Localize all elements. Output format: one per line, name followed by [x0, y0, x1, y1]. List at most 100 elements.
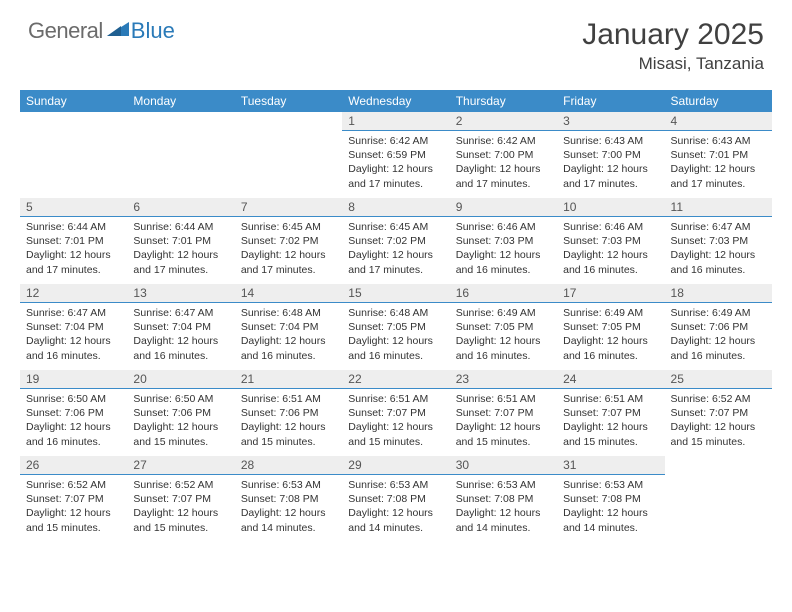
sunrise-value: 6:49 AM	[712, 307, 751, 319]
daylight-label: Daylight:	[241, 249, 282, 261]
sunset-label: Sunset:	[133, 493, 169, 505]
sunrise-label: Sunrise:	[563, 135, 602, 147]
sunset-line: Sunset: 7:00 PM	[456, 148, 551, 162]
logo-triangle-icon	[107, 20, 129, 41]
sunset-line: Sunset: 7:04 PM	[26, 320, 121, 334]
sunrise-label: Sunrise:	[348, 307, 387, 319]
sunset-line: Sunset: 7:03 PM	[456, 234, 551, 248]
calendar-cell	[20, 112, 127, 198]
calendar-cell: 15Sunrise: 6:48 AMSunset: 7:05 PMDayligh…	[342, 284, 449, 370]
sunrise-line: Sunrise: 6:44 AM	[133, 220, 228, 234]
sunrise-line: Sunrise: 6:50 AM	[133, 392, 228, 406]
sunrise-value: 6:53 AM	[390, 479, 429, 491]
sunrise-line: Sunrise: 6:47 AM	[26, 306, 121, 320]
sunset-value: 7:04 PM	[279, 321, 318, 333]
daylight-label: Daylight:	[26, 335, 67, 347]
sunrise-label: Sunrise:	[26, 479, 65, 491]
sunrise-value: 6:50 AM	[175, 393, 214, 405]
sunset-line: Sunset: 7:06 PM	[133, 406, 228, 420]
sunset-label: Sunset:	[563, 493, 599, 505]
sunrise-label: Sunrise:	[456, 221, 495, 233]
day-body: Sunrise: 6:47 AMSunset: 7:04 PMDaylight:…	[127, 303, 234, 367]
day-body: Sunrise: 6:53 AMSunset: 7:08 PMDaylight:…	[450, 475, 557, 539]
sunrise-value: 6:44 AM	[175, 221, 214, 233]
day-body: Sunrise: 6:49 AMSunset: 7:05 PMDaylight:…	[450, 303, 557, 367]
sunset-label: Sunset:	[563, 149, 599, 161]
day-number: 24	[557, 370, 664, 389]
calendar-head: SundayMondayTuesdayWednesdayThursdayFrid…	[20, 90, 772, 112]
calendar-cell: 3Sunrise: 6:43 AMSunset: 7:00 PMDaylight…	[557, 112, 664, 198]
sunrise-line: Sunrise: 6:52 AM	[26, 478, 121, 492]
daylight-label: Daylight:	[563, 421, 604, 433]
calendar-cell: 5Sunrise: 6:44 AMSunset: 7:01 PMDaylight…	[20, 198, 127, 284]
day-number: 18	[665, 284, 772, 303]
sunrise-value: 6:43 AM	[605, 135, 644, 147]
sunrise-value: 6:46 AM	[605, 221, 644, 233]
day-number: 4	[665, 112, 772, 131]
sunset-line: Sunset: 7:02 PM	[348, 234, 443, 248]
day-number: 31	[557, 456, 664, 475]
sunset-value: 7:08 PM	[602, 493, 641, 505]
sunrise-label: Sunrise:	[456, 479, 495, 491]
sunset-label: Sunset:	[456, 493, 492, 505]
sunset-label: Sunset:	[671, 407, 707, 419]
daylight-label: Daylight:	[456, 421, 497, 433]
sunset-value: 7:00 PM	[494, 149, 533, 161]
sunset-label: Sunset:	[456, 235, 492, 247]
day-number: 28	[235, 456, 342, 475]
sunrise-label: Sunrise:	[348, 479, 387, 491]
daylight-line: Daylight: 12 hours and 16 minutes.	[671, 334, 766, 362]
sunset-line: Sunset: 7:01 PM	[26, 234, 121, 248]
sunrise-value: 6:50 AM	[67, 393, 106, 405]
daylight-line: Daylight: 12 hours and 14 minutes.	[456, 506, 551, 534]
calendar-cell: 31Sunrise: 6:53 AMSunset: 7:08 PMDayligh…	[557, 456, 664, 542]
day-body: Sunrise: 6:51 AMSunset: 7:07 PMDaylight:…	[557, 389, 664, 453]
day-number: 19	[20, 370, 127, 389]
sunrise-label: Sunrise:	[563, 479, 602, 491]
sunset-label: Sunset:	[563, 407, 599, 419]
calendar-cell: 20Sunrise: 6:50 AMSunset: 7:06 PMDayligh…	[127, 370, 234, 456]
daylight-label: Daylight:	[133, 335, 174, 347]
day-body: Sunrise: 6:43 AMSunset: 7:01 PMDaylight:…	[665, 131, 772, 195]
sunrise-line: Sunrise: 6:48 AM	[241, 306, 336, 320]
sunset-label: Sunset:	[456, 407, 492, 419]
sunrise-value: 6:45 AM	[282, 221, 321, 233]
sunset-value: 7:07 PM	[387, 407, 426, 419]
day-header: Saturday	[665, 90, 772, 112]
daylight-label: Daylight:	[241, 507, 282, 519]
daylight-line: Daylight: 12 hours and 17 minutes.	[133, 248, 228, 276]
sunrise-value: 6:53 AM	[605, 479, 644, 491]
calendar-cell: 9Sunrise: 6:46 AMSunset: 7:03 PMDaylight…	[450, 198, 557, 284]
day-body: Sunrise: 6:45 AMSunset: 7:02 PMDaylight:…	[235, 217, 342, 281]
sunrise-label: Sunrise:	[133, 393, 172, 405]
sunrise-label: Sunrise:	[241, 221, 280, 233]
daylight-line: Daylight: 12 hours and 16 minutes.	[26, 420, 121, 448]
day-body: Sunrise: 6:50 AMSunset: 7:06 PMDaylight:…	[20, 389, 127, 453]
sunrise-line: Sunrise: 6:49 AM	[563, 306, 658, 320]
sunset-label: Sunset:	[348, 321, 384, 333]
day-body: Sunrise: 6:48 AMSunset: 7:04 PMDaylight:…	[235, 303, 342, 367]
sunset-value: 7:00 PM	[602, 149, 641, 161]
sunrise-line: Sunrise: 6:47 AM	[671, 220, 766, 234]
calendar-table: SundayMondayTuesdayWednesdayThursdayFrid…	[20, 90, 772, 542]
sunset-line: Sunset: 7:07 PM	[563, 406, 658, 420]
daylight-line: Daylight: 12 hours and 17 minutes.	[348, 162, 443, 190]
daylight-label: Daylight:	[563, 249, 604, 261]
calendar-row: 19Sunrise: 6:50 AMSunset: 7:06 PMDayligh…	[20, 370, 772, 456]
daylight-label: Daylight:	[671, 249, 712, 261]
sunset-line: Sunset: 7:06 PM	[241, 406, 336, 420]
sunrise-line: Sunrise: 6:49 AM	[671, 306, 766, 320]
calendar-cell: 21Sunrise: 6:51 AMSunset: 7:06 PMDayligh…	[235, 370, 342, 456]
sunset-value: 7:07 PM	[602, 407, 641, 419]
sunrise-label: Sunrise:	[133, 221, 172, 233]
daylight-label: Daylight:	[671, 335, 712, 347]
day-body: Sunrise: 6:49 AMSunset: 7:06 PMDaylight:…	[665, 303, 772, 367]
sunrise-label: Sunrise:	[456, 135, 495, 147]
sunset-line: Sunset: 7:07 PM	[348, 406, 443, 420]
sunset-line: Sunset: 7:07 PM	[456, 406, 551, 420]
calendar-cell: 29Sunrise: 6:53 AMSunset: 7:08 PMDayligh…	[342, 456, 449, 542]
daylight-line: Daylight: 12 hours and 17 minutes.	[456, 162, 551, 190]
daylight-line: Daylight: 12 hours and 17 minutes.	[563, 162, 658, 190]
sunset-label: Sunset:	[241, 407, 277, 419]
calendar-cell: 10Sunrise: 6:46 AMSunset: 7:03 PMDayligh…	[557, 198, 664, 284]
